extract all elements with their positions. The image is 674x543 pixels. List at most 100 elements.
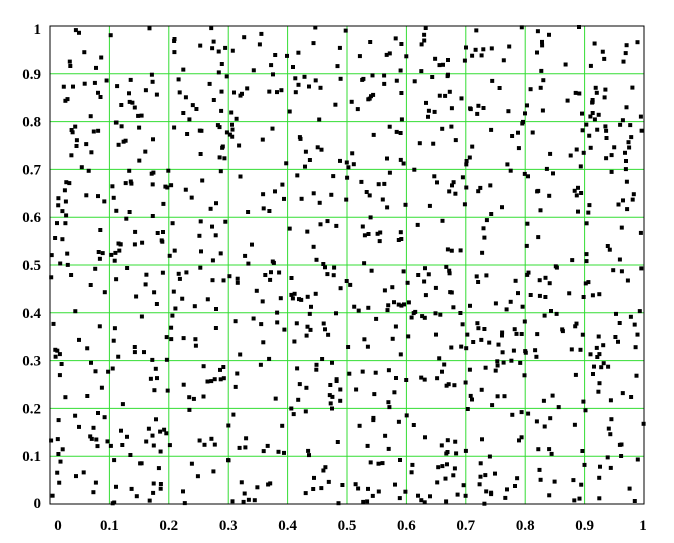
data-point — [111, 338, 116, 343]
data-point — [198, 219, 203, 224]
data-point — [161, 230, 165, 234]
y-tick-label: 0.2 — [22, 401, 41, 417]
data-point — [219, 108, 224, 113]
data-point — [261, 449, 266, 454]
data-point — [552, 479, 557, 484]
data-point — [79, 165, 84, 170]
data-point — [606, 364, 611, 369]
data-point — [490, 403, 495, 408]
data-point — [435, 480, 440, 485]
data-point — [582, 462, 587, 467]
data-point — [172, 248, 177, 253]
data-point — [151, 443, 156, 448]
data-point — [588, 63, 593, 68]
data-point — [423, 26, 428, 30]
data-point — [538, 85, 543, 90]
data-point — [275, 90, 279, 95]
data-point — [467, 367, 472, 372]
data-point — [60, 209, 65, 214]
data-point — [537, 293, 542, 298]
x-tick-label: 0.7 — [456, 518, 475, 534]
data-point — [331, 273, 336, 278]
data-point — [616, 339, 620, 344]
data-point — [124, 216, 129, 221]
data-point — [447, 268, 452, 273]
data-point — [235, 280, 240, 285]
data-point — [401, 269, 406, 274]
data-point — [583, 281, 588, 286]
data-point — [516, 130, 520, 135]
data-point — [147, 26, 152, 31]
data-point — [634, 373, 639, 378]
data-point — [296, 397, 301, 402]
data-point — [502, 394, 507, 399]
data-point — [96, 411, 100, 415]
y-tick-labels: 0 0.1 0.2 0.3 0.4 0.5 0.6 0.7 0.8 0.9 1 — [22, 22, 41, 512]
data-point — [129, 181, 134, 186]
data-point — [519, 435, 524, 440]
data-point — [608, 432, 613, 437]
data-point — [311, 487, 316, 491]
data-point — [385, 205, 390, 210]
data-point — [140, 240, 145, 245]
data-point — [161, 201, 166, 206]
data-point — [355, 107, 360, 112]
data-point — [210, 258, 215, 263]
data-point — [338, 286, 343, 291]
data-point — [251, 316, 256, 321]
data-point — [223, 45, 228, 50]
data-point — [422, 279, 427, 284]
data-point — [209, 436, 214, 441]
data-point — [426, 108, 431, 113]
data-point — [335, 64, 340, 69]
data-point — [522, 171, 527, 176]
data-point — [91, 425, 96, 430]
data-point — [495, 394, 500, 399]
data-point — [102, 290, 107, 295]
data-point — [541, 78, 546, 83]
data-point — [483, 365, 488, 370]
data-point — [282, 196, 286, 201]
data-point — [88, 434, 93, 439]
data-point — [315, 145, 320, 150]
data-point — [549, 309, 553, 313]
data-point — [293, 76, 298, 81]
data-point — [318, 222, 323, 227]
data-point — [608, 465, 613, 470]
data-point — [505, 162, 510, 167]
data-point — [154, 417, 158, 422]
data-point — [447, 89, 452, 94]
data-point — [362, 233, 367, 238]
data-point — [482, 501, 487, 506]
data-point — [620, 391, 625, 396]
data-point — [500, 333, 504, 338]
data-point — [127, 168, 132, 173]
data-point — [451, 180, 456, 185]
data-point — [73, 124, 78, 129]
data-point — [223, 219, 228, 224]
data-point — [412, 167, 417, 172]
data-point — [127, 99, 132, 104]
data-point — [470, 53, 475, 58]
data-point — [260, 137, 265, 142]
data-point — [365, 443, 370, 448]
data-point — [525, 221, 530, 226]
data-point — [368, 460, 373, 465]
data-point — [59, 362, 64, 366]
x-tick-label: 0.8 — [516, 518, 535, 534]
data-point — [49, 438, 54, 443]
y-tick-label: 0.7 — [22, 162, 41, 178]
data-point — [344, 279, 349, 283]
data-point — [465, 332, 470, 337]
data-point — [447, 189, 452, 194]
data-point — [167, 443, 172, 448]
data-point — [422, 38, 427, 43]
data-point — [366, 305, 371, 310]
data-point — [112, 458, 117, 463]
data-point — [635, 40, 640, 45]
data-point — [471, 340, 476, 344]
data-point — [382, 81, 387, 86]
data-point — [55, 437, 60, 442]
data-point — [624, 159, 628, 163]
data-point — [292, 339, 297, 344]
